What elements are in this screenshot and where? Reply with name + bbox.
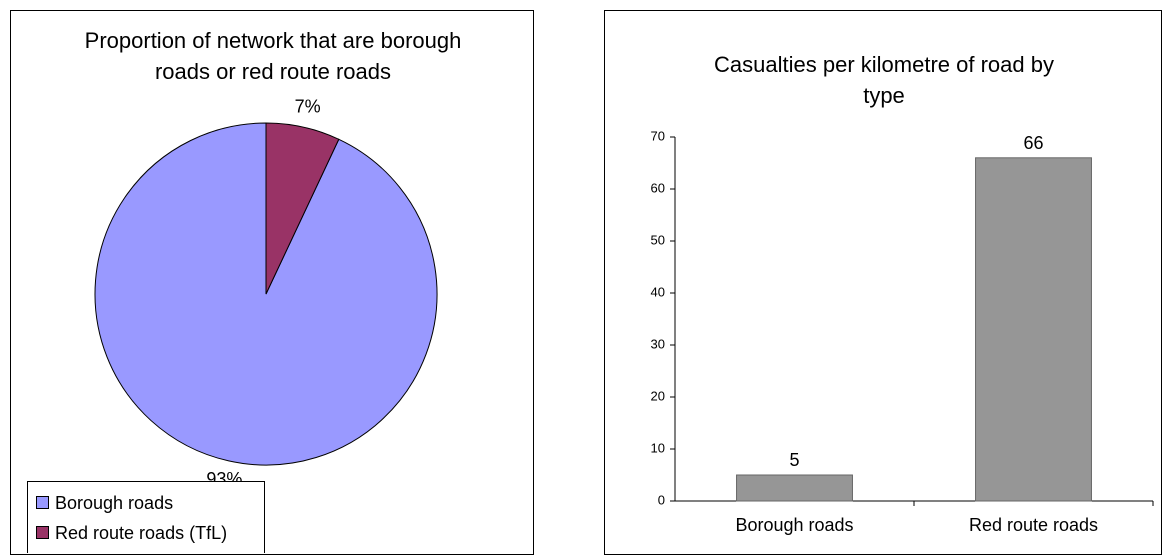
pie-slice-borough-roads: [94, 122, 438, 466]
pie-title-line-2: roads or red route roads: [154, 59, 392, 84]
bar-chart-title: Casualties per kilometre of road by type: [615, 49, 1153, 111]
x-category-label-red-route-roads: Red route roads: [969, 515, 1098, 535]
y-tick-label: 20: [651, 388, 665, 403]
y-tick-label: 30: [651, 336, 665, 351]
y-tick-label: 10: [651, 440, 665, 455]
legend-item-red-route-roads: Red route roads (TfL): [36, 522, 227, 544]
legend-swatch-red-route-roads: [36, 526, 49, 540]
bar-borough-roads: [736, 474, 853, 502]
bar-title-line-1: Casualties per kilometre of road by: [714, 52, 1054, 77]
pie-title-line-1: Proportion of network that are borough: [84, 28, 462, 53]
pie-chart: 93%7%: [94, 96, 438, 489]
y-tick-label: 50: [651, 232, 665, 247]
bar-value-label-borough-roads: 5: [789, 450, 799, 470]
bar-chart: 0 10 20 30 40 50 60 70 5 Borough roads 66 Red route…: [651, 128, 1154, 535]
bar-red-route-roads: [975, 157, 1092, 502]
pie-chart-title: Proportion of network that are borough r…: [21, 25, 525, 87]
legend-label-red-route-roads: Red route roads (TfL): [55, 523, 228, 543]
y-tick-label: 70: [651, 128, 665, 143]
legend-swatch-borough-roads: [36, 496, 49, 510]
y-tick-label: 60: [651, 180, 665, 195]
bar-value-label-red-route-roads: 66: [1023, 133, 1043, 153]
pie-chart-panel: Proportion of network that are borough r…: [10, 10, 534, 555]
bar-title-line-2: type: [863, 83, 905, 108]
y-tick-label: 0: [658, 492, 665, 507]
pie-legend: Borough roads Red route roads (TfL): [27, 481, 265, 553]
legend-item-borough-roads: Borough roads: [36, 492, 173, 514]
y-tick-label: 40: [651, 284, 665, 299]
legend-label-borough-roads: Borough roads: [55, 493, 174, 513]
pie-slice-red-route-roads-tfl: [265, 122, 340, 295]
pie-label-red-route-roads-tfl: 7%: [295, 96, 321, 116]
bar-chart-panel: Casualties per kilometre of road by type…: [604, 10, 1162, 555]
x-category-label-borough-roads: Borough roads: [735, 515, 853, 535]
